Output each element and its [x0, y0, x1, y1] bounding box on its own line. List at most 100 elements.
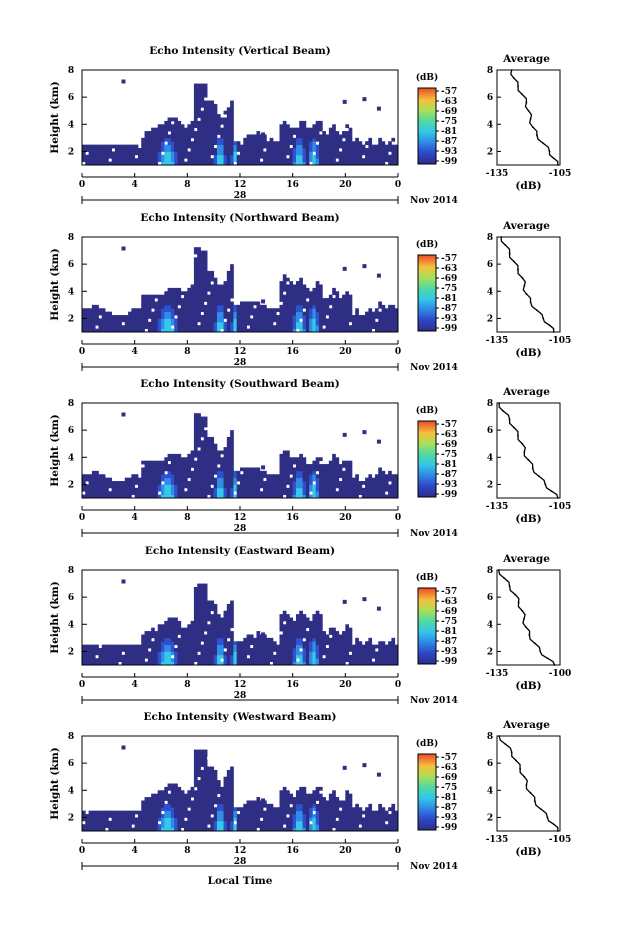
heatmap-cell — [309, 484, 313, 489]
heatmap-cell — [282, 134, 287, 139]
heatmap-cell — [177, 651, 182, 656]
heatmap-cell — [315, 457, 320, 462]
heatmap-cell — [203, 464, 208, 468]
heatmap-cell — [177, 487, 182, 492]
heatmap-cell — [95, 154, 99, 159]
heatmap-cell — [289, 134, 294, 139]
heatmap-cell — [216, 637, 221, 642]
heatmap-cell — [170, 803, 175, 808]
heatmap-cell — [246, 827, 251, 832]
heatmap-cell — [256, 820, 261, 825]
heatmap-cell — [253, 820, 257, 825]
heatmap-cell — [151, 491, 155, 496]
heatmap-cell — [388, 304, 392, 309]
heatmap-cell — [286, 131, 290, 135]
heatmap-cell — [230, 151, 234, 156]
heatmap-cell — [213, 631, 218, 635]
heatmap-cell — [210, 797, 215, 801]
heatmap-cell — [91, 817, 96, 822]
heatmap-cell — [98, 820, 103, 825]
heatmap-cell — [200, 820, 205, 825]
heatmap-cell — [299, 814, 303, 818]
heatmap-cell — [226, 610, 231, 615]
heatmap-cell — [342, 464, 346, 468]
heatmap-cell — [137, 658, 142, 663]
heatmap-cell — [226, 769, 231, 774]
heatmap-cell — [134, 311, 139, 316]
heatmap-cell — [164, 487, 168, 492]
heatmap-cell — [210, 634, 215, 639]
colorbar-tick-label: -81 — [441, 294, 457, 304]
heatmap-cell — [177, 648, 182, 652]
heatmap-cell — [197, 773, 201, 778]
heatmap-cell — [197, 83, 201, 88]
heatmap-cell — [282, 460, 287, 465]
heatmap-cell — [174, 127, 178, 132]
heatmap-cell — [210, 766, 215, 771]
heatmap-cell — [184, 477, 188, 482]
heatmap-cell — [193, 494, 198, 499]
heatmap-cell — [91, 154, 96, 159]
heatmap-cell — [351, 644, 356, 649]
heatmap-cell — [154, 328, 159, 333]
heatmap-cell — [236, 807, 241, 812]
heatmap-cell — [286, 151, 290, 156]
heatmap-cell — [226, 301, 231, 306]
heatmap-cell — [137, 487, 142, 492]
heatmap-cell — [286, 800, 290, 805]
heatmap-cell — [213, 450, 218, 455]
heatmap-cell — [315, 484, 320, 489]
heatmap-cell — [111, 827, 116, 832]
heatmap-cell — [263, 481, 267, 485]
heatmap-cell — [220, 644, 224, 649]
heatmap-cell — [230, 315, 234, 319]
heatmap-cell — [276, 158, 280, 163]
heatmap-cell — [246, 661, 251, 666]
heatmap-cell — [266, 658, 271, 663]
heatmap-cell — [319, 154, 323, 159]
heatmap-cell — [197, 460, 201, 465]
heatmap-cell — [299, 294, 303, 299]
heatmap-cell — [240, 820, 244, 825]
heatmap-cell — [259, 308, 264, 313]
heatmap-cell — [131, 161, 136, 166]
heatmap-cell — [338, 158, 343, 163]
y-tick-label: 4 — [68, 453, 74, 463]
heatmap-cell — [161, 137, 165, 142]
heatmap-cell — [210, 773, 215, 778]
heatmap-cell — [302, 817, 307, 822]
heatmap-cell — [226, 827, 231, 832]
heatmap-cell — [174, 658, 178, 663]
heatmap-cell — [322, 131, 326, 135]
heatmap-cell — [114, 158, 119, 163]
heatmap-cell — [312, 814, 317, 818]
heatmap-cell — [95, 824, 99, 829]
heatmap-cell — [216, 148, 221, 152]
heatmap-cell — [213, 820, 218, 825]
heatmap-cell — [124, 494, 129, 499]
heatmap-cell — [200, 103, 205, 108]
heatmap-cell — [141, 658, 145, 663]
heatmap-cell — [157, 484, 162, 489]
heatmap-cell — [187, 481, 192, 485]
heatmap-cell — [193, 460, 198, 465]
heatmap-cell — [174, 641, 178, 646]
heatmap-cell — [226, 110, 231, 115]
heatmap-cell — [164, 634, 168, 639]
heatmap-cell — [226, 807, 231, 812]
heatmap-cell — [378, 141, 382, 146]
heatmap-cell — [226, 287, 231, 292]
heatmap-cell — [365, 477, 369, 482]
heatmap-cell — [134, 820, 139, 825]
heatmap-cell — [230, 464, 234, 468]
colorbar-unit: (dB) — [416, 239, 438, 250]
heatmap-cell — [157, 494, 162, 499]
heatmap-cell — [131, 144, 136, 149]
heatmap-cell — [180, 790, 185, 795]
heatmap-cell — [174, 325, 178, 330]
heatmap-cell — [230, 786, 234, 791]
heatmap-cell — [249, 318, 254, 323]
heatmap-cell — [200, 756, 205, 761]
heatmap-cell — [312, 287, 317, 292]
heatmap-cell — [249, 474, 254, 479]
